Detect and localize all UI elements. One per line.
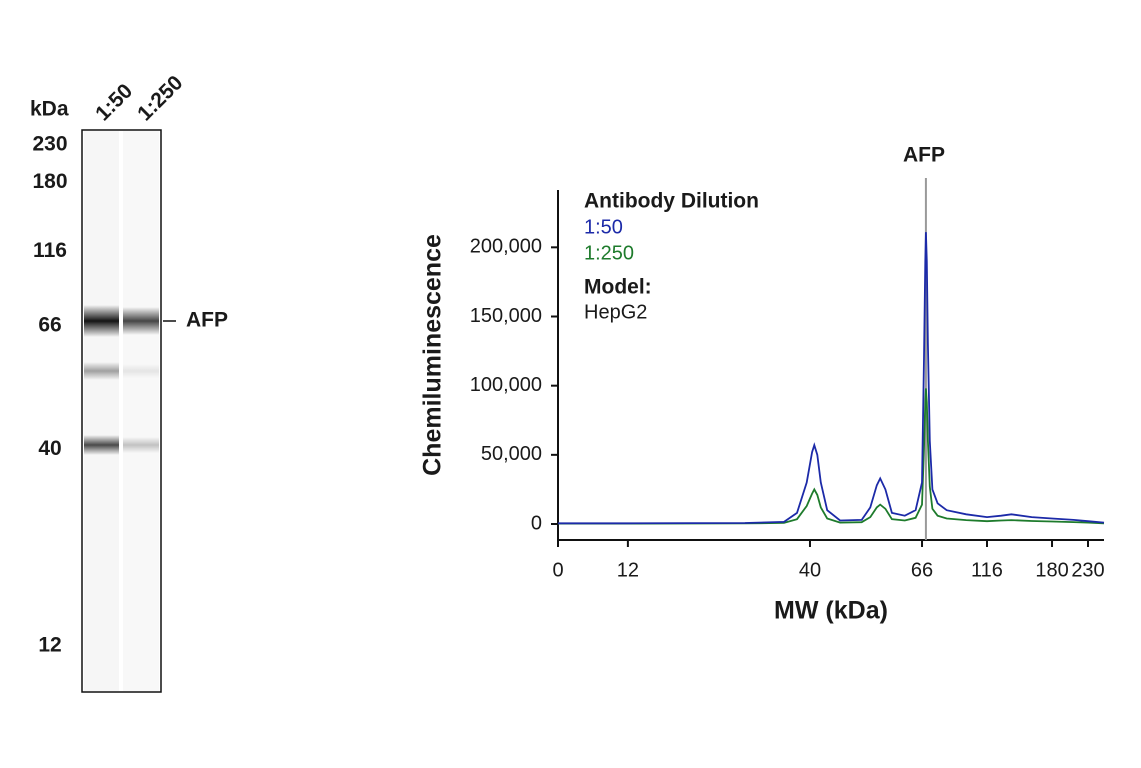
band-label: AFP — [186, 309, 228, 332]
blot-panel: AFP kDa 1:50 1:250 — [30, 71, 228, 693]
y-tick-label: 0 — [531, 512, 542, 534]
y-tick-label: 100,000 — [470, 374, 542, 396]
lane — [84, 131, 119, 691]
annotation: Model: — [584, 276, 652, 299]
band — [84, 305, 119, 337]
x-tick-label: 230 — [1071, 559, 1104, 581]
band — [84, 435, 119, 455]
ladder-label: 12 — [38, 633, 61, 656]
band — [123, 364, 159, 378]
x-tick-label: 116 — [971, 559, 1003, 581]
x-tick-label: 12 — [617, 559, 639, 581]
y-tick-label: 50,000 — [481, 443, 542, 465]
y-tick-label: 200,000 — [470, 236, 542, 258]
y-tick-label: 150,000 — [470, 305, 542, 327]
blot-unit-label: kDa — [30, 98, 69, 121]
x-axis-title: MW (kDa) — [774, 597, 888, 625]
series-line — [558, 232, 1105, 525]
legend-title: Antibody Dilution — [584, 190, 759, 213]
x-tick-label: 180 — [1035, 559, 1068, 581]
lane-label: 1:50 — [91, 79, 137, 125]
peak-annotation: AFP — [903, 144, 945, 167]
legend-entry: 1:250 — [584, 242, 634, 264]
x-tick-label: 66 — [911, 559, 933, 581]
lane-label: 1:250 — [133, 71, 187, 125]
band — [123, 307, 159, 335]
ladder-label: 116 — [33, 239, 67, 262]
y-axis-title: Chemiluminescence — [419, 234, 447, 476]
ladder-label: 40 — [38, 437, 61, 460]
ladder-label: 66 — [38, 314, 61, 337]
lane — [123, 131, 159, 691]
ladder-label: 180 — [32, 170, 67, 193]
x-tick-label: 40 — [799, 559, 821, 581]
series-line — [558, 388, 1105, 525]
band — [84, 362, 119, 380]
annotation: HepG2 — [584, 301, 647, 323]
electropherogram: AFP MW (kDa) Chemiluminescence Antibody … — [419, 144, 1104, 625]
x-tick-label: 0 — [552, 559, 563, 581]
band — [123, 437, 159, 453]
legend-entry: 1:50 — [584, 216, 623, 238]
ladder-label: 230 — [32, 133, 67, 156]
